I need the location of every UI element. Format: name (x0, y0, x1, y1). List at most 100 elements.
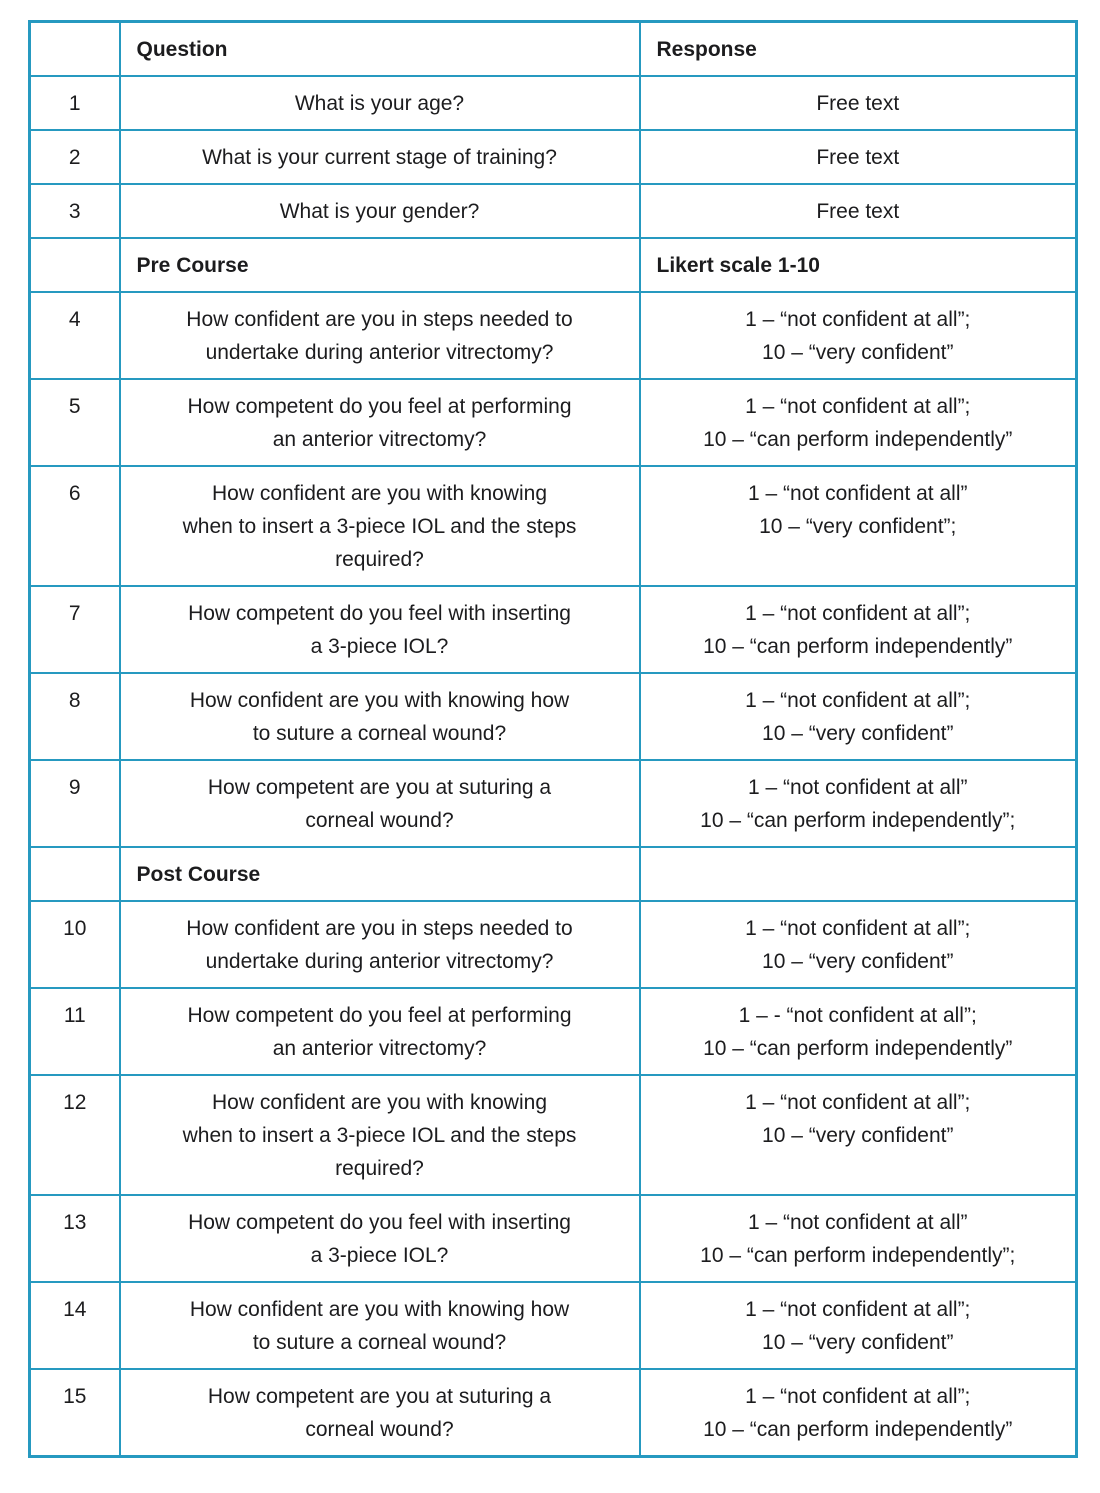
response-line: Free text (816, 200, 900, 223)
row-number-cell: 12 (28, 1074, 121, 1196)
response-line: 10 – “very confident” (762, 722, 954, 745)
table-row: 12 How confident are you with knowing when… (28, 1074, 1078, 1196)
table-row: 7 How competent do you feel with insertin… (28, 585, 1078, 674)
response-cell (638, 846, 1078, 902)
response-cell: 1 – “not confident at all”; 10 – “very co… (638, 291, 1078, 380)
question-line: What is your current stage of training? (202, 146, 557, 169)
table-row: 6 How confident are you with knowing when … (28, 465, 1078, 587)
table-row: 14 How confident are you with knowing how… (28, 1281, 1078, 1370)
question-line: Question (136, 38, 228, 61)
question-line: required? (335, 548, 424, 571)
response-cell: 1 – - “not confident at all”; 10 – “can p… (638, 987, 1078, 1076)
response-cell: 1 – “not confident at all”; 10 – “can per… (638, 1368, 1078, 1458)
question-line: What is your age? (294, 92, 465, 115)
survey-table-body: Question Response 1 What is your age? Free t… (28, 20, 1078, 1458)
question-line: an anterior vitrectomy? (272, 428, 487, 451)
response-line: 10 – “can perform independently”; (700, 1244, 1016, 1267)
table-row: 13 How competent do you feel with inserti… (28, 1194, 1078, 1283)
question-cell: How competent do you feel with inserting… (118, 1194, 641, 1283)
question-line: How confident are you with knowing (211, 1091, 547, 1114)
question-line: required? (335, 1157, 424, 1180)
question-cell: How confident are you with knowing when t… (118, 465, 641, 587)
response-cell: 1 – “not confident at all”; 10 – “can per… (638, 585, 1078, 674)
question-line: How confident are you in steps needed to (186, 917, 573, 940)
table-row: 4 How confident are you in steps needed t… (28, 291, 1078, 380)
response-line: 1 – “not confident at all”; (745, 689, 971, 712)
question-line: Pre Course (136, 254, 249, 277)
question-cell: How competent do you feel at performing a… (118, 987, 641, 1076)
question-line: How competent are you at suturing a (207, 1385, 552, 1408)
row-number-cell: 8 (28, 672, 121, 761)
row-number-cell: 4 (28, 291, 121, 380)
question-line: to suture a corneal wound? (252, 1331, 507, 1354)
response-line: 1 – “not confident at all”; (745, 602, 971, 625)
response-line: 1 – “not confident at all”; (745, 395, 971, 418)
table-row: 9 How competent are you at suturing a corn… (28, 759, 1078, 848)
response-cell: 1 – “not confident at all” 10 – “can perf… (638, 759, 1078, 848)
response-cell: Free text (638, 183, 1078, 239)
question-cell: How confident are you with knowing how to… (118, 672, 641, 761)
table-row: 8 How confident are you with knowing how t… (28, 672, 1078, 761)
response-line: 1 – “not confident at all”; (745, 1298, 971, 1321)
row-number-cell: 14 (28, 1281, 121, 1370)
question-line: How competent do you feel with inserting (188, 1211, 571, 1234)
question-cell: How confident are you with knowing when t… (118, 1074, 641, 1196)
row-number-cell: 1 (28, 75, 121, 131)
question-line: when to insert a 3-piece IOL and the ste… (182, 515, 577, 538)
response-cell: 1 – “not confident at all” 10 – “can perf… (638, 1194, 1078, 1283)
question-line: a 3-piece IOL? (310, 635, 449, 658)
response-line: 1 – “not confident at all”; (745, 917, 971, 940)
survey-table: Question Response 1 What is your age? Free t… (28, 20, 1078, 1458)
response-line: 10 – “can perform independently” (703, 635, 1013, 658)
table-row: 1 What is your age? Free text (28, 75, 1078, 131)
response-line: Free text (816, 92, 900, 115)
response-line: Response (656, 38, 757, 61)
response-cell: Free text (638, 75, 1078, 131)
response-line: 10 – “can perform independently”; (700, 809, 1016, 832)
question-line: How competent do you feel with inserting (188, 602, 571, 625)
row-number-cell (28, 846, 121, 902)
question-cell: How competent are you at suturing a corne… (118, 1368, 641, 1458)
section-row: Post Course (28, 846, 1078, 902)
response-line: 10 – “very confident” (762, 1331, 954, 1354)
response-line: Free text (816, 146, 900, 169)
question-line: undertake during anterior vitrectomy? (205, 341, 554, 364)
question-line: How confident are you with knowing how (189, 1298, 570, 1321)
response-line: 10 – “can perform independently” (703, 1418, 1013, 1441)
question-cell: How confident are you in steps needed to… (118, 291, 641, 380)
response-line: 1 – - “not confident at all”; (738, 1004, 977, 1027)
question-cell: How confident are you with knowing how to… (118, 1281, 641, 1370)
response-line: 10 – “very confident” (762, 950, 954, 973)
question-line: a 3-piece IOL? (310, 1244, 449, 1267)
table-row: 3 What is your gender? Free text (28, 183, 1078, 239)
response-line: 1 – “not confident at all”; (745, 308, 971, 331)
response-line: 10 – “can perform independently” (703, 428, 1013, 451)
row-number-cell: 5 (28, 378, 121, 467)
question-cell: Question (118, 20, 641, 77)
response-cell: Likert scale 1-10 (638, 237, 1078, 293)
row-number-cell: 10 (28, 900, 121, 989)
question-line: corneal wound? (305, 809, 454, 832)
question-line: corneal wound? (305, 1418, 454, 1441)
row-number-cell: 2 (28, 129, 121, 185)
question-line: How confident are you in steps needed to (186, 308, 573, 331)
response-line: 1 – “not confident at all” (748, 1211, 968, 1234)
table-row: 15 How competent are you at suturing a cor… (28, 1368, 1078, 1458)
row-number-cell: 7 (28, 585, 121, 674)
question-line: undertake during anterior vitrectomy? (205, 950, 554, 973)
response-line: 10 – “very confident”; (759, 515, 957, 538)
table-row: 5 How competent do you feel at performing… (28, 378, 1078, 467)
response-line: 1 – “not confident at all” (748, 776, 968, 799)
question-line: What is your gender? (279, 200, 480, 223)
question-line: How competent do you feel at performing (187, 1004, 572, 1027)
row-number-cell: 11 (28, 987, 121, 1076)
table-row: 11 How competent do you feel at performin… (28, 987, 1078, 1076)
response-cell: 1 – “not confident at all”; 10 – “can per… (638, 378, 1078, 467)
question-cell: How competent do you feel with inserting… (118, 585, 641, 674)
question-line: How competent are you at suturing a (207, 776, 552, 799)
row-number-cell: 9 (28, 759, 121, 848)
row-number-cell (28, 237, 121, 293)
response-line: Likert scale 1-10 (656, 254, 820, 277)
response-line: 1 – “not confident at all”; (745, 1385, 971, 1408)
